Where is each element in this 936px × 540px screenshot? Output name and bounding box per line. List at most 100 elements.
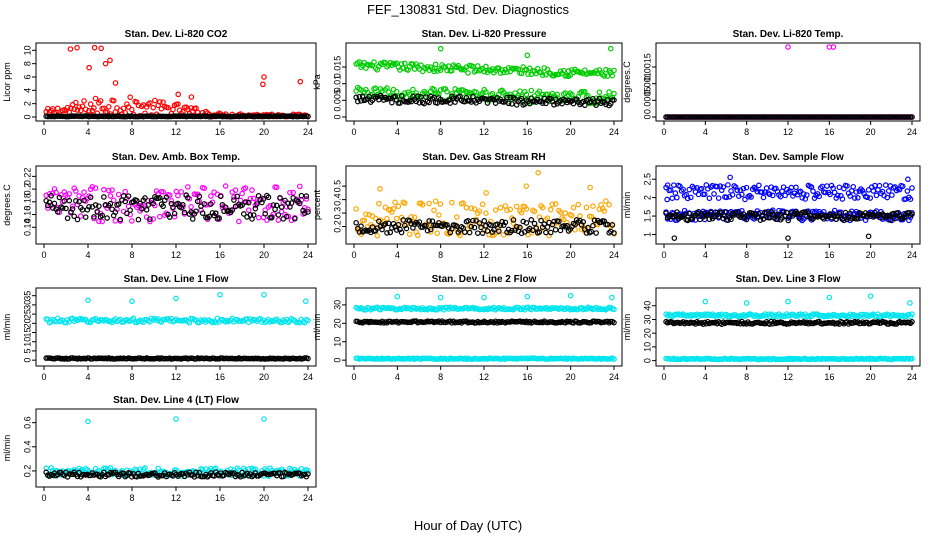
- data-point: [170, 204, 176, 211]
- data-point: [436, 212, 442, 218]
- data-point: [822, 189, 829, 196]
- data-point: [240, 211, 247, 217]
- data-point: [389, 99, 395, 106]
- data-point: [69, 206, 76, 212]
- data-point: [684, 217, 691, 224]
- data-point: [245, 199, 252, 206]
- data-point: [528, 87, 535, 94]
- data-point: [231, 197, 237, 203]
- data-point: [96, 203, 102, 209]
- data-point: [834, 192, 841, 199]
- data-point: [287, 189, 293, 196]
- x-tick-label: 8: [129, 493, 134, 503]
- data-point: [427, 226, 434, 233]
- x-tick-label: 12: [783, 250, 793, 260]
- plot-frame: [345, 42, 623, 122]
- data-point: [122, 198, 129, 205]
- data-point: [539, 100, 546, 106]
- data-point: [851, 195, 858, 201]
- data-point: [354, 98, 361, 105]
- data-point: [188, 94, 195, 100]
- data-point: [51, 200, 58, 207]
- data-point: [107, 57, 113, 64]
- data-point: [137, 200, 143, 207]
- data-point: [171, 210, 178, 217]
- data-point: [261, 291, 267, 298]
- points-layer: [663, 44, 915, 120]
- data-point: [163, 194, 170, 200]
- data-point: [445, 225, 452, 231]
- x-tick-label: 8: [744, 127, 749, 137]
- data-point: [769, 192, 776, 199]
- data-point: [303, 196, 310, 202]
- data-point: [282, 197, 288, 204]
- data-point: [725, 182, 731, 188]
- data-point: [86, 203, 92, 210]
- y-tick-label: 0.3: [332, 207, 342, 220]
- data-point: [79, 103, 86, 110]
- data-point: [112, 80, 119, 86]
- data-point: [512, 96, 518, 102]
- data-point: [73, 198, 79, 204]
- data-point: [188, 203, 194, 210]
- data-point: [664, 182, 671, 188]
- data-point: [129, 218, 135, 224]
- data-point: [296, 183, 303, 190]
- data-point: [684, 195, 691, 202]
- data-point: [255, 214, 262, 221]
- x-tick-label: 4: [395, 127, 400, 137]
- data-point: [575, 201, 582, 208]
- x-tick-label: 20: [866, 372, 876, 382]
- data-point: [411, 214, 418, 221]
- data-point: [743, 300, 750, 306]
- data-point: [288, 200, 295, 206]
- data-point: [397, 100, 403, 106]
- data-point: [91, 44, 98, 51]
- y-tick-label: 0.2: [332, 220, 342, 233]
- data-point: [379, 88, 385, 94]
- data-point: [437, 201, 444, 207]
- data-point: [97, 98, 104, 104]
- data-point: [552, 96, 559, 102]
- data-point: [367, 229, 374, 236]
- data-point: [701, 191, 708, 198]
- data-point: [199, 210, 206, 216]
- data-point: [711, 191, 717, 197]
- data-point: [479, 230, 486, 236]
- panel-title: Stan. Dev. Amb. Box Temp.: [112, 152, 240, 163]
- data-point: [76, 198, 82, 205]
- points-layer: [663, 293, 915, 363]
- data-point: [143, 207, 150, 213]
- data-point: [531, 208, 538, 215]
- data-point: [242, 185, 249, 191]
- data-point: [844, 183, 850, 189]
- data-point: [419, 202, 426, 208]
- data-point: [502, 203, 509, 209]
- data-point: [695, 191, 702, 198]
- data-point: [491, 226, 497, 233]
- data-point: [239, 202, 245, 208]
- data-point: [887, 217, 894, 223]
- data-point: [127, 207, 133, 213]
- data-point: [603, 66, 609, 73]
- data-point: [686, 186, 693, 193]
- y-tick-label: 0.18: [22, 193, 32, 211]
- data-point: [611, 356, 617, 362]
- data-point: [885, 188, 892, 194]
- data-point: [157, 194, 163, 201]
- data-point: [92, 95, 99, 102]
- data-point: [423, 222, 429, 229]
- x-tick-label: 16: [522, 127, 532, 137]
- data-point: [166, 214, 173, 220]
- data-point: [110, 97, 117, 104]
- data-point: [562, 210, 569, 216]
- data-point: [267, 202, 273, 209]
- x-tick-label: 12: [479, 372, 489, 382]
- data-point: [541, 221, 548, 228]
- data-point: [674, 194, 680, 201]
- data-point: [115, 191, 122, 198]
- x-tick-label: 8: [129, 372, 134, 382]
- data-point: [567, 292, 574, 299]
- y-tick-label: 10: [642, 342, 652, 352]
- data-point: [471, 206, 478, 212]
